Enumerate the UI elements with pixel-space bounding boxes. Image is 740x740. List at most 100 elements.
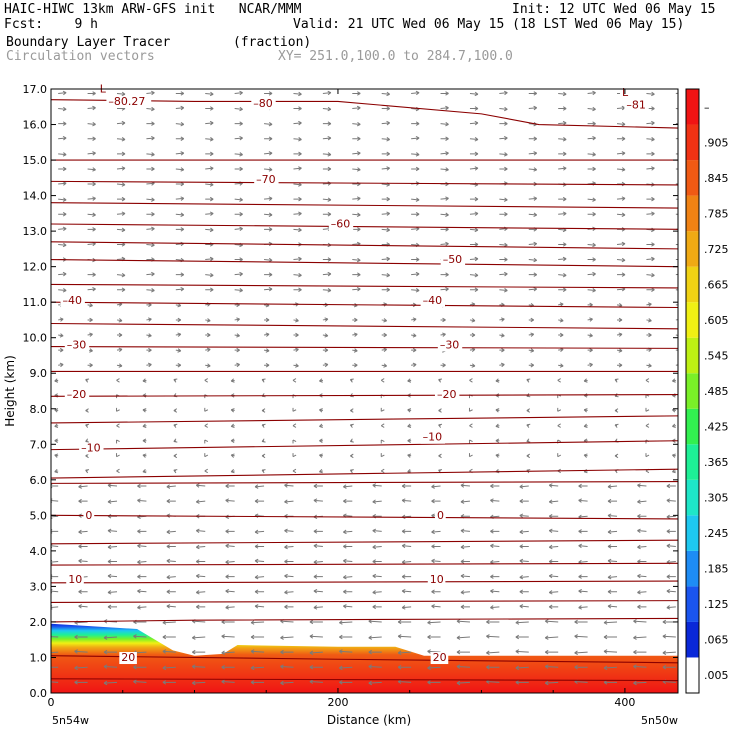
wind-vector <box>490 588 500 594</box>
wind-vector <box>381 211 391 216</box>
wind-vector <box>107 528 118 534</box>
wind-vector <box>87 136 96 141</box>
wind-vector <box>292 407 297 412</box>
wind-vector <box>372 604 382 610</box>
wind-vector <box>614 423 619 428</box>
wind-vector <box>440 151 449 156</box>
isotherm-line <box>51 99 678 129</box>
wind-vector <box>87 286 96 292</box>
colorbar-swatch <box>686 550 699 587</box>
wind-vector <box>548 559 559 564</box>
wind-vector <box>205 151 214 157</box>
wind-vector <box>142 453 147 458</box>
wind-vector <box>528 105 538 111</box>
wind-vector <box>117 196 126 202</box>
contour-label: –40 <box>423 294 443 307</box>
wind-vector <box>284 528 294 534</box>
wind-vector <box>261 438 266 443</box>
wind-vector <box>250 649 265 654</box>
wind-vector <box>495 423 500 429</box>
wind-vector <box>637 590 647 595</box>
wind-vector <box>352 121 361 127</box>
wind-vector <box>558 363 564 368</box>
wind-vector <box>526 423 531 428</box>
colorbar: .005 .065 .125 .185 .245 .305 .365 .425 .485 .545… <box>685 88 729 694</box>
wind-vector <box>548 604 559 610</box>
wind-vector <box>583 453 588 458</box>
wind-vector <box>58 90 67 96</box>
colorbar-tick-label: .605 <box>704 314 729 327</box>
wind-vector <box>544 664 559 669</box>
contour-label-bg <box>64 339 90 352</box>
wind-vector <box>607 513 618 518</box>
wind-vector <box>162 620 176 625</box>
wind-vector <box>264 317 270 323</box>
wind-vector <box>646 196 655 202</box>
wind-vector <box>558 256 567 262</box>
wind-vector <box>401 559 412 565</box>
vector-field-title: Circulation vectors <box>6 49 155 64</box>
wind-vector <box>234 106 243 112</box>
wind-vector <box>574 634 588 639</box>
colorbar-tick-label: .485 <box>704 385 729 398</box>
wind-vector <box>349 378 354 383</box>
wind-vector <box>469 378 473 383</box>
wind-vector <box>633 664 647 669</box>
colorbar-swatch <box>686 337 699 374</box>
isotherm-line <box>51 481 678 484</box>
wind-vector <box>51 666 59 668</box>
wind-vector <box>51 605 59 610</box>
wind-vector <box>675 333 678 338</box>
contour-label-bg <box>427 573 446 586</box>
wind-vector <box>381 332 387 338</box>
wind-vector <box>616 105 626 111</box>
colorbar-tick-label: – <box>704 101 710 114</box>
contour-label-bg <box>83 509 95 522</box>
wind-vector <box>607 484 618 489</box>
wind-vector <box>322 271 332 277</box>
y-tick-label: 13.0 <box>23 225 48 238</box>
wind-vector <box>587 257 596 262</box>
contour-label: –20 <box>437 388 457 401</box>
wind-vector <box>469 211 479 216</box>
wind-vector <box>349 423 354 428</box>
isotherm-line <box>51 415 678 424</box>
wind-vector <box>51 574 59 579</box>
wind-vector <box>381 347 388 352</box>
wind-vector <box>293 227 302 233</box>
contour-label: 20 <box>433 651 447 664</box>
wind-vector <box>427 634 441 640</box>
wind-vector <box>166 558 176 564</box>
wind-vector <box>637 499 647 504</box>
wind-vector <box>146 166 155 172</box>
wind-vector <box>578 574 588 579</box>
wind-vector <box>116 211 126 216</box>
wind-vector <box>675 273 678 276</box>
wind-vector <box>352 286 361 292</box>
wind-vector <box>116 182 126 187</box>
colorbar-tick-label: .365 <box>704 456 729 469</box>
colorbar-tick-label: .845 <box>704 172 729 185</box>
wind-vector <box>261 469 266 474</box>
y-tick-label: 17.0 <box>23 83 48 96</box>
wind-vector <box>675 213 678 215</box>
wind-vector <box>225 543 235 549</box>
contour-label: –60 <box>331 218 351 231</box>
wind-vector <box>401 514 412 520</box>
wind-vector <box>116 453 120 458</box>
wind-vector <box>469 151 479 157</box>
wind-vector <box>614 408 619 413</box>
wind-vector <box>146 226 155 232</box>
wind-vector <box>469 423 473 428</box>
wind-vector <box>280 635 294 640</box>
wind-vector <box>427 665 441 671</box>
wind-vector <box>58 106 67 112</box>
wind-vector <box>264 167 273 172</box>
wind-vector <box>646 332 652 338</box>
wind-vector <box>574 619 588 625</box>
wind-vector <box>175 303 182 308</box>
contour-label: 10 <box>430 573 444 586</box>
wind-vector <box>261 453 266 459</box>
wind-vector <box>116 91 126 97</box>
wind-vector <box>116 347 123 352</box>
